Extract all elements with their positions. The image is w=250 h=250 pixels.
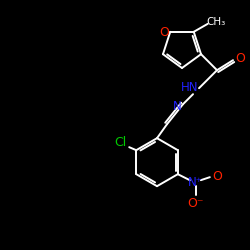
Text: O: O	[212, 170, 222, 183]
Text: O: O	[235, 52, 245, 65]
Text: N: N	[173, 100, 182, 113]
Text: O: O	[159, 26, 169, 39]
Text: HN: HN	[181, 81, 199, 94]
Text: CH₃: CH₃	[206, 17, 226, 27]
Text: N⁺: N⁺	[188, 176, 203, 189]
Text: Cl: Cl	[114, 136, 126, 149]
Text: O⁻: O⁻	[188, 197, 204, 210]
